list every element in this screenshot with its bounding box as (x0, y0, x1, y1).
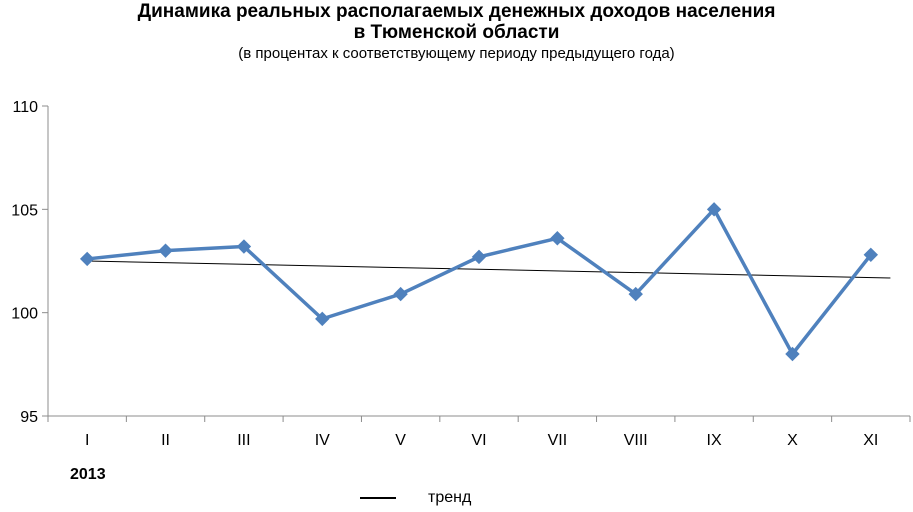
data-point-marker (628, 286, 643, 302)
chart-title: Динамика реальных располагаемых денежных… (0, 1, 913, 43)
series-line (86, 207, 873, 356)
x-tick-label: VIII (624, 432, 648, 449)
x-tick-label: II (161, 432, 170, 449)
series-layer (79, 202, 879, 362)
data-point-marker (158, 243, 173, 258)
data-point-marker (236, 239, 252, 254)
legend: тренд (360, 488, 471, 508)
y-tick-label: 105 (11, 202, 38, 219)
y-tick-label: 100 (11, 306, 38, 323)
data-point-marker (550, 231, 565, 246)
category-group-label: 2013 (70, 466, 106, 483)
x-tick-label: IX (707, 432, 722, 449)
x-tick-label: V (395, 432, 406, 449)
legend-trend-swatch (360, 497, 396, 499)
y-tick-label: 95 (20, 409, 38, 426)
data-point-marker (706, 202, 722, 217)
y-tick-label: 110 (12, 99, 38, 116)
x-tick-label: X (787, 432, 798, 449)
trend-line (87, 260, 891, 279)
x-tick-label: I (85, 432, 89, 449)
x-tick-label: XI (863, 432, 878, 449)
x-tick-label: VII (548, 432, 568, 449)
chart-title-line-2: в Тюменской области (353, 22, 560, 43)
data-point-marker (863, 247, 879, 263)
trend-layer (87, 260, 891, 279)
legend-trend-label: тренд (428, 489, 472, 506)
chart-subtitle: (в процентах к соответствующему периоду … (238, 45, 675, 62)
data-point-marker (315, 311, 330, 327)
x-tick-label: III (237, 432, 250, 449)
data-point-marker (785, 346, 800, 362)
x-tick-label: IV (315, 432, 330, 449)
x-tick-label: VI (471, 432, 486, 449)
chart-title-block: Динамика реальных располагаемых денежных… (0, 0, 913, 63)
data-point-marker (393, 286, 408, 302)
chart-title-line-1: Динамика реальных располагаемых денежных… (137, 1, 776, 22)
data-point-marker (79, 251, 95, 267)
data-point-marker (471, 249, 487, 265)
